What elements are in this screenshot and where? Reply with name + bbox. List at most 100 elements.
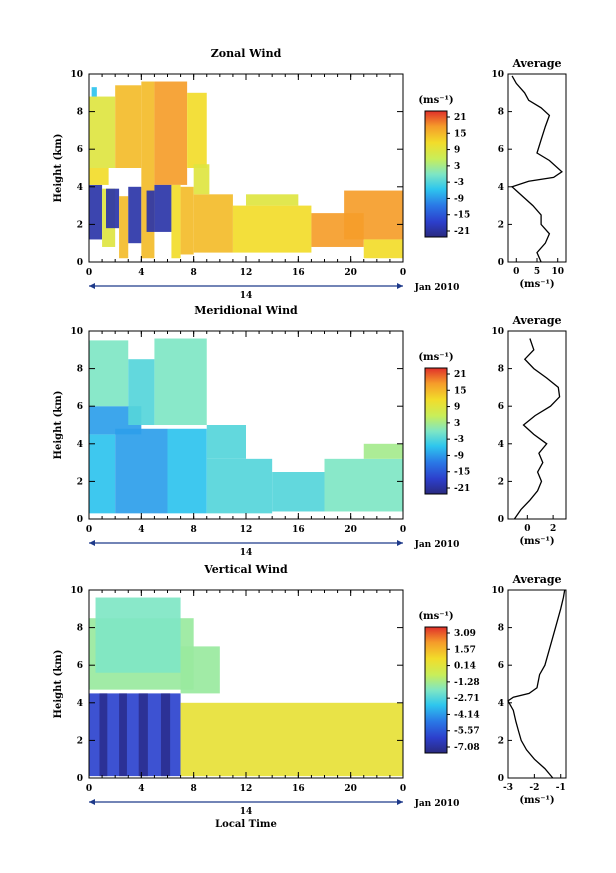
profile-y-tick-label: 4 bbox=[498, 440, 504, 450]
colorbar-label: -15 bbox=[454, 211, 470, 221]
day-label: 14 bbox=[240, 807, 253, 817]
x-tick-label: 20 bbox=[344, 268, 357, 278]
heatmap-cell bbox=[363, 239, 403, 259]
y-tick-label: 8 bbox=[77, 108, 83, 118]
profile-line bbox=[510, 75, 563, 263]
heatmap-cell bbox=[363, 443, 403, 459]
heatmap-cell bbox=[206, 425, 246, 459]
y-tick-label: 0 bbox=[77, 258, 83, 268]
y-axis-label: Height (km) bbox=[53, 391, 64, 460]
profile-x-tick-label: -1 bbox=[556, 783, 566, 793]
y-tick-label: 2 bbox=[77, 736, 83, 746]
heatmap-cell bbox=[128, 359, 155, 425]
profile-x-tick-label: -3 bbox=[503, 783, 513, 793]
profile-x-tick-label: 0 bbox=[513, 267, 519, 277]
y-axis-label: Height (km) bbox=[53, 650, 64, 719]
x-tick-label: 8 bbox=[191, 525, 197, 535]
x-axis-label: Local Time bbox=[215, 819, 277, 830]
heatmap-cell bbox=[89, 184, 103, 240]
heatmap-cell bbox=[89, 96, 116, 168]
colorbar-label: 3 bbox=[454, 419, 460, 429]
colorbar-label: -2.71 bbox=[454, 694, 480, 704]
x-tick-label: 4 bbox=[138, 784, 144, 794]
colorbar-label: -7.08 bbox=[454, 743, 480, 753]
y-tick-label: 10 bbox=[70, 70, 83, 80]
profile-y-tick-label: 4 bbox=[498, 699, 504, 709]
colorbar-label: 1.57 bbox=[454, 645, 476, 655]
profile-y-tick-label: 8 bbox=[498, 108, 504, 118]
colorbar-label: -3 bbox=[454, 435, 464, 445]
profile-y-tick-label: 4 bbox=[498, 183, 504, 193]
profile-frame bbox=[507, 330, 567, 520]
y-tick-label: 4 bbox=[77, 699, 83, 709]
heatmap-cell bbox=[154, 81, 188, 185]
heatmap-cell bbox=[206, 458, 273, 514]
x-tick-label: 0 bbox=[86, 268, 92, 278]
heatmap-cell bbox=[119, 693, 127, 777]
profile-frame bbox=[507, 589, 567, 779]
heatmap-cell bbox=[146, 190, 155, 232]
colorbar bbox=[424, 626, 448, 754]
heatmap-cell bbox=[91, 87, 97, 97]
x-tick-label: 0 bbox=[400, 525, 406, 535]
x-tick-label: 0 bbox=[86, 525, 92, 535]
day-label: 14 bbox=[240, 548, 253, 558]
profile-x-tick-label: -2 bbox=[529, 783, 539, 793]
colorbar-unit: (ms⁻¹) bbox=[418, 611, 453, 622]
profile-x-tick-label: 5 bbox=[534, 267, 540, 277]
heatmap-cell bbox=[95, 597, 181, 673]
heatmap-cell bbox=[89, 340, 129, 407]
y-tick-label: 6 bbox=[77, 661, 83, 671]
colorbar-label: 15 bbox=[454, 386, 467, 396]
profile-y-tick-label: 6 bbox=[498, 402, 504, 412]
profile-y-tick-label: 2 bbox=[498, 220, 504, 230]
colorbar-unit: (ms⁻¹) bbox=[418, 352, 453, 363]
colorbar bbox=[424, 110, 448, 238]
profile-line bbox=[513, 338, 561, 520]
x-tick-label: 12 bbox=[240, 525, 253, 535]
heatmap-cell bbox=[99, 693, 108, 777]
y-tick-label: 10 bbox=[70, 327, 83, 337]
date-label: Jan 2010 bbox=[414, 540, 460, 550]
x-tick-label: 20 bbox=[344, 784, 357, 794]
y-tick-label: 4 bbox=[77, 440, 83, 450]
heatmap-cell bbox=[232, 205, 312, 253]
profile-x-label: (ms⁻¹) bbox=[519, 536, 554, 547]
x-tick-label: 0 bbox=[400, 268, 406, 278]
heatmap-cell bbox=[187, 92, 207, 168]
y-tick-label: 4 bbox=[77, 183, 83, 193]
day-bar-arrow bbox=[89, 799, 95, 805]
heatmap-cell bbox=[344, 190, 403, 240]
panel-title: Zonal Wind bbox=[211, 47, 282, 60]
day-bar-arrow bbox=[397, 283, 403, 289]
profile-x-tick-label: 0 bbox=[524, 524, 530, 534]
heatmap-cell bbox=[180, 702, 403, 777]
colorbar-unit: (ms⁻¹) bbox=[418, 95, 453, 106]
colorbar-label: -3 bbox=[454, 178, 464, 188]
profile-y-tick-label: 0 bbox=[498, 258, 504, 268]
day-bar-arrow bbox=[397, 799, 403, 805]
heatmap-cell bbox=[138, 693, 148, 777]
date-label: Jan 2010 bbox=[414, 283, 460, 293]
y-tick-label: 8 bbox=[77, 365, 83, 375]
heatmap-cell bbox=[115, 85, 142, 168]
day-bar-arrow bbox=[397, 540, 403, 546]
profile-y-tick-label: 6 bbox=[498, 145, 504, 155]
y-tick-label: 10 bbox=[70, 586, 83, 596]
average-profile: Average 0 5 10 0 2 4 6 8 10 (ms⁻¹) bbox=[491, 57, 567, 290]
heatmap-cell bbox=[154, 184, 172, 232]
y-tick-label: 6 bbox=[77, 402, 83, 412]
colorbar-label: 21 bbox=[454, 370, 467, 380]
profile-y-tick-label: 10 bbox=[491, 327, 504, 337]
heatmap-cell bbox=[193, 194, 233, 253]
x-tick-label: 12 bbox=[240, 268, 253, 278]
x-tick-label: 0 bbox=[400, 784, 406, 794]
heatmap-cell bbox=[154, 338, 207, 425]
heatmap-cell bbox=[193, 164, 210, 195]
heatmap-cell bbox=[128, 186, 142, 244]
colorbar-label: 0.14 bbox=[454, 662, 476, 672]
average-profile: Average 0 2 0 2 4 6 8 10 (ms⁻¹) bbox=[491, 314, 567, 547]
colorbar-label: -21 bbox=[454, 227, 470, 237]
